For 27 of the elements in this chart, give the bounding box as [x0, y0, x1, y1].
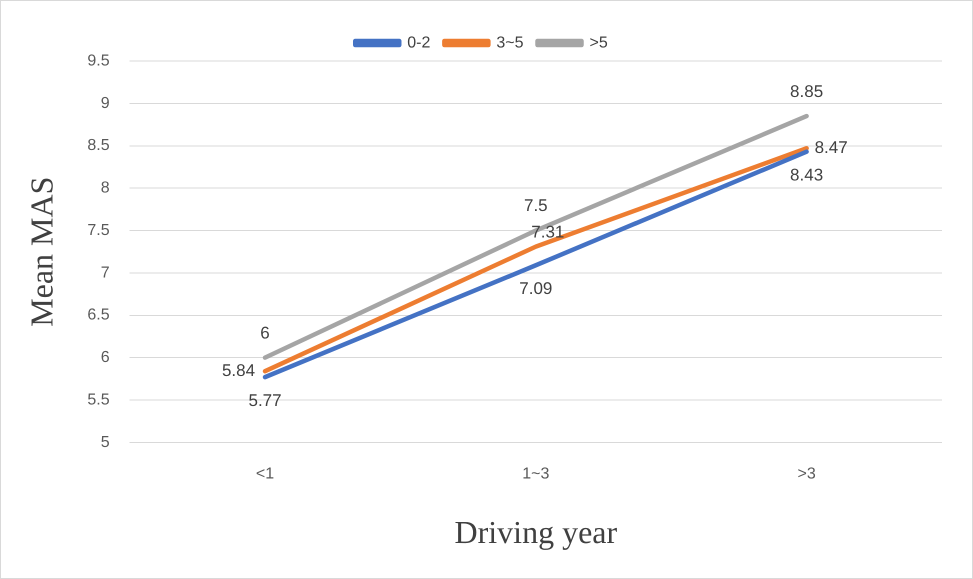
- x-axis-title: Driving year: [454, 514, 618, 550]
- y-tick-label: 5.5: [87, 391, 110, 408]
- data-label: 7.31: [531, 222, 564, 242]
- data-label: 8.85: [790, 82, 824, 101]
- y-tick-label: 9.5: [87, 52, 110, 70]
- data-label: 8.47: [814, 138, 848, 157]
- y-tick-label: 7.5: [87, 222, 110, 239]
- y-tick-label: 8.5: [87, 137, 110, 154]
- y-tick-label: 6.5: [87, 306, 110, 324]
- legend-label: 3~5: [496, 34, 524, 52]
- y-tick-label: 7: [100, 264, 110, 282]
- data-label: 6: [260, 323, 270, 342]
- y-tick-label: 6: [100, 349, 110, 366]
- legend-label: 0-2: [407, 34, 430, 52]
- data-label: 5.84: [222, 360, 256, 380]
- x-tick-label: <1: [256, 465, 274, 482]
- data-label: 8.43: [790, 165, 824, 184]
- data-label: 5.77: [248, 390, 282, 410]
- y-axis-title: Mean MAS: [24, 176, 60, 327]
- y-tick-label: 9: [100, 94, 110, 112]
- y-tick-label: 5: [100, 434, 110, 451]
- x-tick-label: >3: [797, 465, 816, 482]
- x-tick-label: 1~3: [522, 465, 550, 482]
- legend-label: >5: [590, 34, 608, 52]
- y-tick-label: 8: [100, 180, 110, 197]
- data-label: 7.09: [519, 278, 552, 298]
- data-label: 7.5: [524, 196, 548, 216]
